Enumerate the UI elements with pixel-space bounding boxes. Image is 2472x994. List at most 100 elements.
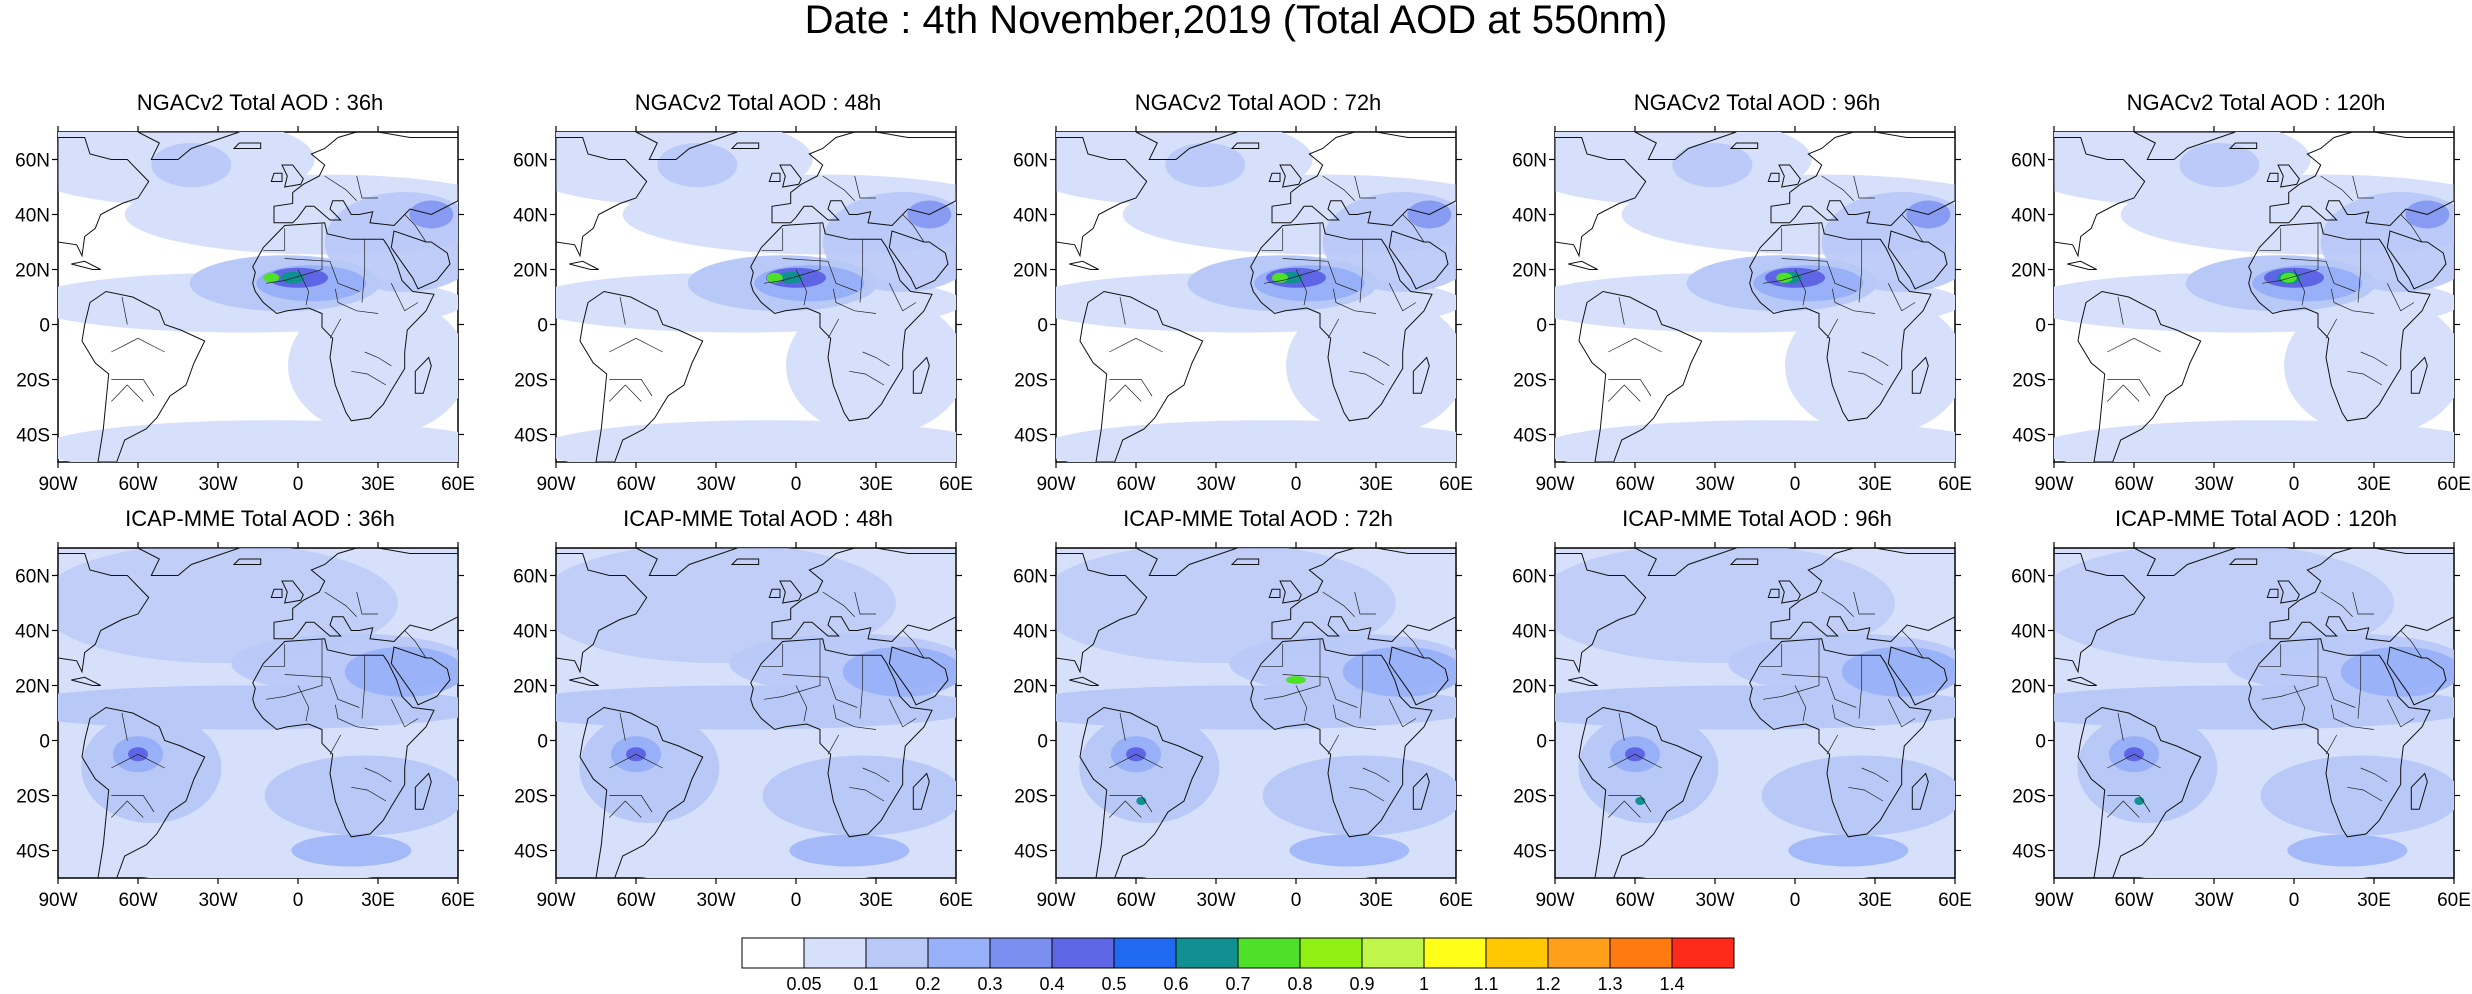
lat-tick-label: 40S: [16, 426, 50, 447]
lat-tick-label: 40N: [513, 206, 548, 227]
lat-tick-label: 60N: [1512, 151, 1547, 172]
lon-tick-label: 60E: [939, 474, 973, 495]
colorbar-swatch: [989, 937, 1053, 969]
lon-tick-label: 30W: [2194, 474, 2233, 495]
lat-tick-label: 20N: [1512, 261, 1547, 282]
aod-map: 60N 40N 20N 0 20S 40S 90W 60W 30W 0 30E 60E: [15, 542, 475, 911]
colorbar-label: 0.1: [853, 974, 878, 994]
lat-tick-label: 60N: [15, 151, 50, 172]
lat-tick-label: 20N: [513, 677, 548, 698]
lat-tick-label: 40S: [1014, 842, 1048, 863]
lat-tick-label: 0: [1536, 316, 1547, 337]
lat-tick-label: 40S: [16, 842, 50, 863]
lon-tick-label: 0: [791, 474, 802, 495]
lon-tick-label: 60W: [118, 474, 157, 495]
colorbar-swatch: [1237, 937, 1301, 969]
lon-tick-label: 30E: [1359, 890, 1393, 911]
aod-map: 60N 40N 20N 0 20S 40S 90W 60W 30W 0 30E 60E: [2011, 542, 2471, 911]
colorbar-swatch: [1051, 937, 1115, 969]
lat-tick-label: 20S: [16, 787, 50, 808]
lat-tick-label: 40N: [2011, 622, 2046, 643]
lon-tick-label: 30W: [2194, 890, 2233, 911]
lon-tick-label: 90W: [1036, 474, 1075, 495]
lat-tick-label: 40S: [1513, 842, 1547, 863]
lat-tick-label: 20N: [2011, 261, 2046, 282]
colorbar-label: 0.5: [1101, 974, 1126, 994]
lon-tick-label: 90W: [1535, 474, 1574, 495]
lat-tick-label: 60N: [2011, 151, 2046, 172]
lat-tick-label: 20S: [2012, 371, 2046, 392]
lat-tick-label: 20N: [15, 677, 50, 698]
lon-tick-label: 0: [791, 890, 802, 911]
lon-tick-label: 30W: [696, 474, 735, 495]
lat-tick-label: 40S: [2012, 426, 2046, 447]
lon-tick-label: 60E: [441, 474, 475, 495]
map-panel-ngacv2-96h: NGACv2 Total AOD : 96h 60N 40N 20N 0 20S 40S 9…: [1497, 90, 2017, 520]
colorbar-label: 0.3: [977, 974, 1002, 994]
map-panel-ngacv2-72h: NGACv2 Total AOD : 72h 60N 40N 20N 0 20S 40S 9…: [998, 90, 1518, 520]
colorbar-swatch: [1547, 937, 1611, 969]
panel-title: ICAP-MME Total AOD : 36h: [125, 506, 395, 531]
colorbar-swatch: [1113, 937, 1177, 969]
lon-tick-label: 90W: [38, 474, 77, 495]
lat-tick-label: 20N: [1013, 261, 1048, 282]
colorbar-label: 0.7: [1225, 974, 1250, 994]
lat-tick-label: 60N: [1013, 567, 1048, 588]
lon-tick-label: 30E: [859, 474, 893, 495]
lat-tick-label: 40S: [514, 426, 548, 447]
aod-map: 60N 40N 20N 0 20S 40S 90W 60W 30W 0 30E 60E: [2011, 126, 2471, 495]
lat-tick-label: 0: [1037, 732, 1048, 753]
lat-tick-label: 0: [1037, 316, 1048, 337]
lon-tick-label: 60E: [2437, 474, 2471, 495]
colorbar-label: 1.4: [1659, 974, 1684, 994]
lat-tick-label: 20N: [1512, 677, 1547, 698]
colorbar-swatch: [1423, 937, 1487, 969]
lat-tick-label: 40S: [1513, 426, 1547, 447]
panel-title: ICAP-MME Total AOD : 72h: [1123, 506, 1393, 531]
lon-tick-label: 60W: [616, 890, 655, 911]
lon-tick-label: 0: [1291, 474, 1302, 495]
colorbar-label: 1: [1419, 974, 1429, 994]
lon-tick-label: 90W: [38, 890, 77, 911]
aod-map: 60N 40N 20N 0 20S 40S 90W 60W 30W 0 30E 60E: [15, 126, 475, 495]
lat-tick-label: 0: [39, 316, 50, 337]
colorbar-label: 0.4: [1039, 974, 1064, 994]
colorbar-label: 0.05: [786, 974, 821, 994]
lon-tick-label: 60E: [441, 890, 475, 911]
panel-title: ICAP-MME Total AOD : 120h: [2114, 506, 2398, 531]
lat-tick-label: 0: [2035, 732, 2046, 753]
lat-tick-label: 40N: [1013, 206, 1048, 227]
panel-title: ICAP-MME Total AOD : 48h: [623, 506, 893, 531]
colorbar-label: 0.6: [1163, 974, 1188, 994]
aod-map: 60N 40N 20N 0 20S 40S 90W 60W 30W 0 30E 60E: [1512, 126, 1972, 495]
lon-tick-label: 30E: [2357, 474, 2391, 495]
lat-tick-label: 40S: [514, 842, 548, 863]
lat-tick-label: 0: [537, 316, 548, 337]
lon-tick-label: 60W: [2114, 474, 2153, 495]
lat-tick-label: 40N: [15, 206, 50, 227]
map-panel-icap-120h: ICAP-MME Total AOD : 120h 60N 40N 20N 0 20S 4…: [1996, 506, 2472, 936]
panel-title: NGACv2 Total AOD : 36h: [136, 90, 384, 115]
lon-tick-label: 60E: [1938, 474, 1972, 495]
lon-tick-label: 60W: [1615, 890, 1654, 911]
aod-map: 60N 40N 20N 0 20S 40S 90W 60W 30W 0 30E 60E: [513, 542, 973, 911]
colorbar: 0.05 0.1 0.2 0.3 0.4 0.5 0.6 0.7 0.8 0.9 1 1.1 1.2 1.…: [741, 937, 1735, 994]
lat-tick-label: 40S: [1014, 426, 1048, 447]
lon-tick-label: 60E: [939, 890, 973, 911]
colorbar-swatch: [1175, 937, 1239, 969]
lon-tick-label: 0: [1790, 890, 1801, 911]
lon-tick-label: 60E: [1439, 474, 1473, 495]
lat-tick-label: 20S: [514, 371, 548, 392]
panel-title: NGACv2 Total AOD : 120h: [2126, 90, 2386, 115]
lon-tick-label: 90W: [536, 474, 575, 495]
panel-title: ICAP-MME Total AOD : 96h: [1622, 506, 1892, 531]
colorbar-swatch: [1485, 937, 1549, 969]
lon-tick-label: 30E: [361, 474, 395, 495]
lon-tick-label: 30E: [1858, 890, 1892, 911]
lon-tick-label: 90W: [2034, 474, 2073, 495]
lat-tick-label: 60N: [513, 567, 548, 588]
lat-tick-label: 60N: [15, 567, 50, 588]
colorbar-label: 1.1: [1473, 974, 1498, 994]
lat-tick-label: 20N: [1013, 677, 1048, 698]
